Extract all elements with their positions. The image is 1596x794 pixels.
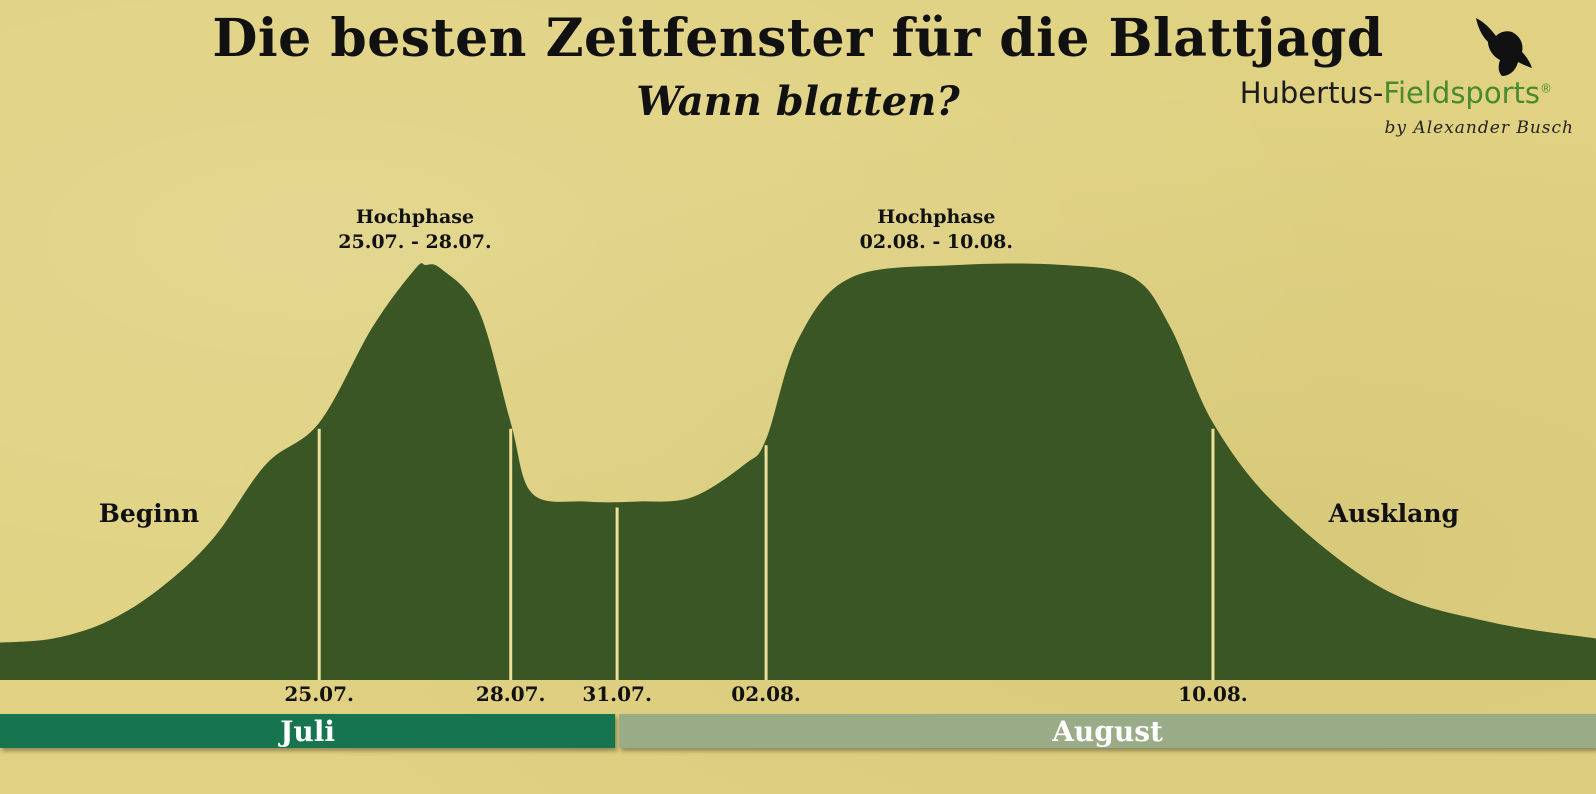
date-tick-label: 02.08. <box>731 682 801 706</box>
date-tick-label: 25.07. <box>284 682 354 706</box>
zone-label: Ausklang <box>1328 499 1459 528</box>
month-bar <box>0 714 616 748</box>
registered-mark: ® <box>1540 81 1552 96</box>
brand-byline: by Alexander Busch <box>1384 118 1574 138</box>
month-label: Juli <box>277 715 335 748</box>
zone-label: Beginn <box>99 499 199 528</box>
page-title: Die besten Zeitfenster für die Blattjagd <box>212 8 1384 69</box>
page-subtitle: Wann blatten? <box>636 78 960 125</box>
brand-logo: Hubertus-Fieldsports® by Alexander Busch <box>1240 14 1574 144</box>
peak-annotation-dates: 25.07. - 28.07. <box>338 231 491 253</box>
brand-name: Hubertus-Fieldsports® <box>1240 76 1552 110</box>
brand-name-part2: Fieldsports <box>1383 76 1540 110</box>
date-tick-label: 28.07. <box>476 682 546 706</box>
activity-area <box>0 263 1596 680</box>
date-tick-label: 31.07. <box>582 682 652 706</box>
peak-annotation-title: Hochphase <box>356 206 474 228</box>
peak-annotation-title: Hochphase <box>877 206 995 228</box>
peak-annotation-dates: 02.08. - 10.08. <box>860 231 1013 253</box>
brand-name-part1: Hubertus- <box>1239 76 1384 110</box>
month-label: August <box>1051 715 1163 748</box>
bird-silhouette-icon <box>1476 18 1532 76</box>
date-tick-label: 10.08. <box>1178 682 1248 706</box>
month-bar <box>619 714 1596 748</box>
